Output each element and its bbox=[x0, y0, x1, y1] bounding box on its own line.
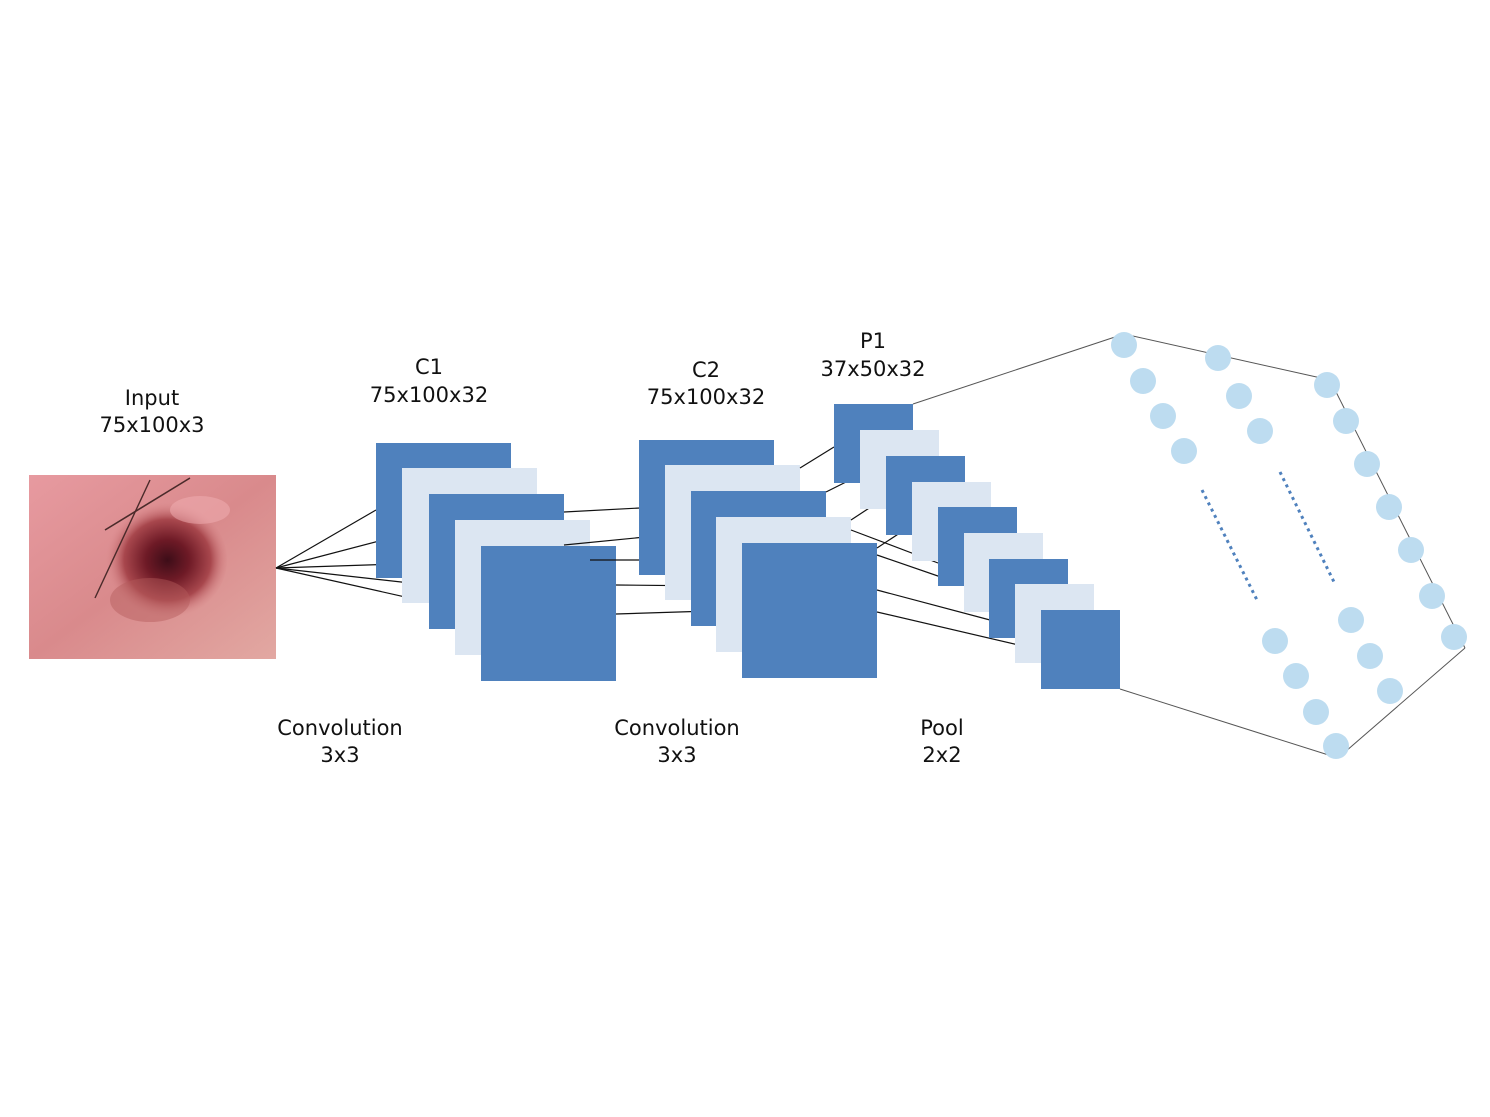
neuron bbox=[1303, 699, 1329, 725]
p1-dims: 37x50x32 bbox=[820, 357, 925, 381]
label-op3: Pool 2x2 bbox=[920, 716, 963, 767]
op2-name: Convolution bbox=[614, 716, 739, 740]
neuron bbox=[1226, 383, 1252, 409]
p1-feature-maps bbox=[834, 404, 1120, 689]
neuron bbox=[1150, 403, 1176, 429]
c2-feature-maps bbox=[639, 440, 877, 678]
neuron bbox=[1205, 345, 1231, 371]
neuron bbox=[1314, 372, 1340, 398]
op3-name: Pool bbox=[920, 716, 963, 740]
input-dims: 75x100x3 bbox=[99, 413, 204, 437]
label-op2: Convolution 3x3 bbox=[614, 716, 739, 767]
neuron bbox=[1354, 451, 1380, 477]
neuron bbox=[1357, 643, 1383, 669]
label-op1: Convolution 3x3 bbox=[277, 716, 402, 767]
op1-name: Convolution bbox=[277, 716, 402, 740]
neuron bbox=[1283, 663, 1309, 689]
label-p1: P1 37x50x32 bbox=[820, 329, 925, 381]
c1-name: C1 bbox=[415, 355, 443, 379]
input-image bbox=[29, 475, 276, 659]
neuron bbox=[1171, 438, 1197, 464]
c1-feature-maps bbox=[376, 443, 616, 681]
label-input: Input 75x100x3 bbox=[99, 386, 204, 437]
neuron bbox=[1111, 332, 1137, 358]
neuron bbox=[1262, 628, 1288, 654]
input-name: Input bbox=[125, 386, 179, 410]
label-c2: C2 75x100x32 bbox=[647, 358, 765, 409]
neuron bbox=[1377, 678, 1403, 704]
c2-dims: 75x100x32 bbox=[647, 385, 765, 409]
neuron bbox=[1333, 408, 1359, 434]
p1-name: P1 bbox=[860, 329, 886, 353]
neuron bbox=[1376, 494, 1402, 520]
c2-name: C2 bbox=[692, 358, 720, 382]
op3-kernel: 2x2 bbox=[922, 743, 961, 767]
neuron bbox=[1247, 418, 1273, 444]
label-c1: C1 75x100x32 bbox=[370, 355, 488, 407]
dense-neurons bbox=[1111, 332, 1467, 759]
op1-kernel: 3x3 bbox=[320, 743, 359, 767]
neuron bbox=[1441, 624, 1467, 650]
neuron bbox=[1419, 583, 1445, 609]
ellipsis-dots bbox=[1200, 471, 1336, 601]
c1-dims: 75x100x32 bbox=[370, 383, 488, 407]
neuron bbox=[1130, 368, 1156, 394]
neuron bbox=[1338, 607, 1364, 633]
neuron bbox=[1323, 733, 1349, 759]
op2-kernel: 3x3 bbox=[657, 743, 696, 767]
neuron bbox=[1398, 537, 1424, 563]
